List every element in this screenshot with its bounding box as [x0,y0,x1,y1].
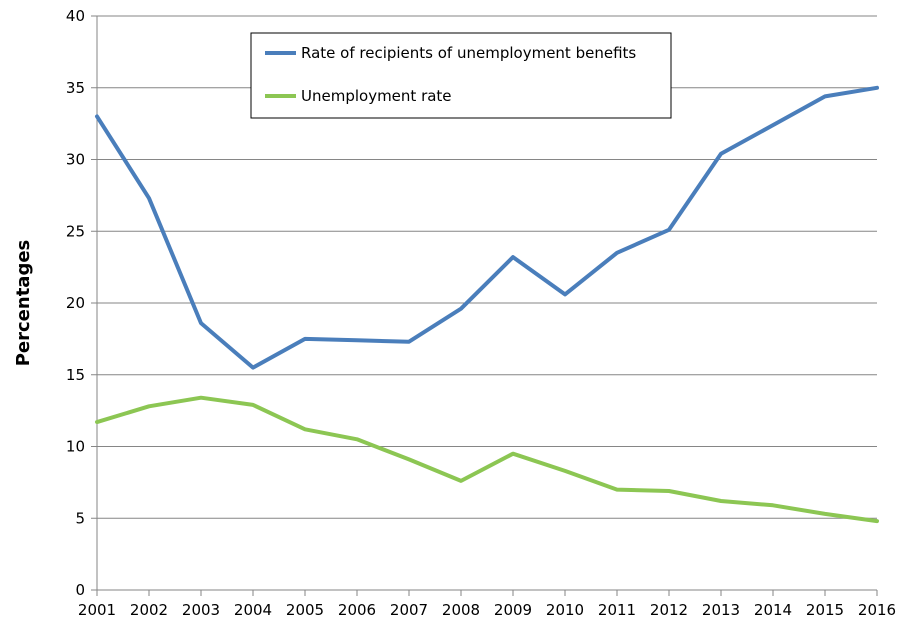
axes [96,16,877,591]
x-tick-labels: 2001 2002 2003 2004 2005 2006 2007 2008 2009 2010… [78,601,896,619]
y-tick-labels: 0 5 10 15 20 25 30 35 40 [66,7,85,599]
y-tick-label: 40 [66,7,85,25]
x-tick-label: 2008 [442,601,480,619]
y-tick-label: 15 [66,366,85,384]
x-tick-label: 2001 [78,601,116,619]
legend-label-2: Unemployment rate [301,87,452,105]
y-tick-label: 10 [66,438,85,456]
x-tick-label: 2012 [650,601,688,619]
x-tick-label: 2009 [494,601,532,619]
x-tick-label: 2007 [390,601,428,619]
x-tick-label: 2014 [754,601,792,619]
y-tick-label: 30 [66,151,85,169]
series-lines [95,85,879,524]
x-tick-label: 2010 [546,601,584,619]
x-tick-label: 2005 [286,601,324,619]
y-tick-label: 35 [66,79,85,97]
x-tick-label: 2004 [234,601,272,619]
legend: Rate of recipients of unemployment benef… [250,32,672,119]
y-tick-label: 0 [75,581,85,599]
x-tick-label: 2003 [182,601,220,619]
series-line-1 [95,85,879,370]
series-line-2 [95,395,879,524]
y-axis-title: Percentages [13,240,34,367]
x-tick-label: 2011 [598,601,636,619]
legend-label-1: Rate of recipients of unemployment benef… [301,44,636,62]
legend-box [250,32,672,119]
x-tick-label: 2016 [858,601,896,619]
y-tick-label: 25 [66,222,85,240]
x-tick-label: 2013 [702,601,740,619]
x-tick-label: 2006 [338,601,376,619]
x-tick-label: 2002 [130,601,168,619]
y-tick-label: 20 [66,294,85,312]
x-tick-label: 2015 [806,601,844,619]
y-tick-label: 5 [75,509,85,527]
